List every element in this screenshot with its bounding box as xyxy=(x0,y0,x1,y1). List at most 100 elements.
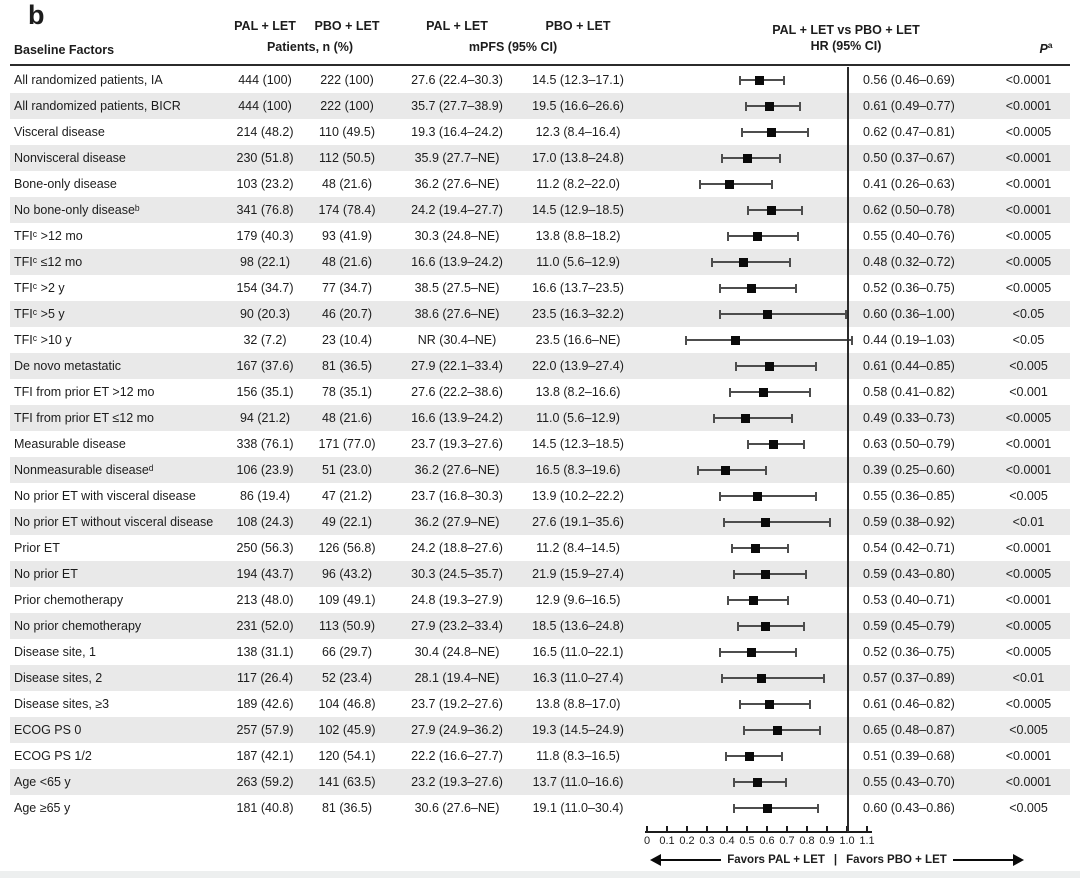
cell-pbo-n: 78 (35.1) xyxy=(321,385,373,399)
cell-hr-ci: 0.50 (0.37–0.67) xyxy=(863,151,955,165)
cell-pal-mpfs: 36.2 (27.9–NE) xyxy=(414,515,500,529)
axis-tick-label: 0.7 xyxy=(779,835,795,847)
table-row: TFIᶜ >10 y 32 (7.2) 23 (10.4) NR (30.4–N… xyxy=(10,327,1070,353)
ci-lower-cap xyxy=(697,465,699,475)
cell-hr-ci: 0.61 (0.46–0.82) xyxy=(863,697,955,711)
panel-label: b xyxy=(28,0,45,30)
cell-pbo-n: 48 (21.6) xyxy=(321,411,373,425)
ci-upper-cap xyxy=(789,257,791,267)
table-row: ECOG PS 1/2 187 (42.1) 120 (54.1) 22.2 (… xyxy=(10,743,1070,769)
cell-pbo-mpfs: 12.3 (8.4–16.4) xyxy=(535,125,621,139)
cell-p-value: <0.005 xyxy=(1009,359,1048,373)
hr-point-marker xyxy=(746,283,756,293)
cell-hr-ci: 0.49 (0.33–0.73) xyxy=(863,411,955,425)
cell-pal-n: 138 (31.1) xyxy=(236,645,294,659)
favors-legend: Favors PAL + LET | Favors PBO + LET xyxy=(650,852,1025,868)
confidence-interval-line xyxy=(735,365,817,367)
cell-p-value: <0.0001 xyxy=(1005,541,1052,555)
cell-pal-n: 194 (43.7) xyxy=(236,567,294,581)
arrow-left-icon xyxy=(650,854,661,866)
cell-hr-ci: 0.39 (0.25–0.60) xyxy=(863,463,955,477)
ci-lower-cap xyxy=(733,777,735,787)
cell-pal-mpfs: 36.2 (27.6–NE) xyxy=(414,463,500,477)
ci-plot-cell xyxy=(634,795,856,821)
cell-pal-n: 257 (57.9) xyxy=(236,723,294,737)
header-baseline-factors: Baseline Factors xyxy=(14,43,115,57)
ci-upper-cap xyxy=(787,543,789,553)
cell-pbo-mpfs: 16.5 (11.0–22.1) xyxy=(532,645,624,659)
cell-pbo-n: 171 (77.0) xyxy=(318,437,376,451)
cell-pal-n: 189 (42.6) xyxy=(236,697,294,711)
axis-tick-label: 0.5 xyxy=(739,835,755,847)
ci-plot-cell xyxy=(634,171,856,197)
cell-pbo-n: 110 (49.5) xyxy=(318,125,376,139)
cell-pal-mpfs: 24.2 (19.4–27.7) xyxy=(411,203,503,217)
ci-plot-cell xyxy=(634,483,856,509)
cell-pbo-n: 96 (43.2) xyxy=(321,567,373,581)
cell-pbo-mpfs: 27.6 (19.1–35.6) xyxy=(532,515,624,529)
cell-hr-ci: 0.63 (0.50–0.79) xyxy=(863,437,955,451)
axis-tick-label: 0.1 xyxy=(659,835,675,847)
ci-plot-cell xyxy=(634,145,856,171)
ci-upper-cap xyxy=(783,75,785,85)
cell-hr-ci: 0.60 (0.43–0.86) xyxy=(863,801,955,815)
ci-lower-cap xyxy=(721,153,723,163)
cell-pal-mpfs: 23.7 (19.2–27.6) xyxy=(411,697,503,711)
ci-lower-cap xyxy=(711,257,713,267)
hr-point-marker xyxy=(744,751,754,761)
cell-baseline-factor: De novo metastatic xyxy=(14,359,121,373)
table-row: No prior ET 194 (43.7) 96 (43.2) 30.3 (2… xyxy=(10,561,1070,587)
cell-baseline-factor: Bone-only disease xyxy=(14,177,117,191)
cell-baseline-factor: TFIᶜ >2 y xyxy=(14,281,65,295)
cell-pbo-mpfs: 13.8 (8.8–17.0) xyxy=(535,697,621,711)
ci-plot-cell xyxy=(634,119,856,145)
table-row: Bone-only disease 103 (23.2) 48 (21.6) 3… xyxy=(10,171,1070,197)
axis-tick xyxy=(806,826,808,831)
confidence-interval-line xyxy=(697,469,767,471)
cell-pal-n: 156 (35.1) xyxy=(236,385,294,399)
cell-pbo-mpfs: 18.5 (13.6–24.8) xyxy=(532,619,624,633)
ci-lower-cap xyxy=(719,283,721,293)
cell-pal-mpfs: 23.7 (19.3–27.6) xyxy=(411,437,503,451)
cell-p-value: <0.0001 xyxy=(1005,203,1052,217)
cell-pal-n: 106 (23.9) xyxy=(236,463,294,477)
ci-lower-cap xyxy=(739,699,741,709)
header-mpfs-subtitle: mPFS (95% CI) xyxy=(468,40,558,54)
cell-pbo-n: 109 (49.1) xyxy=(318,593,376,607)
cell-pbo-n: 174 (78.4) xyxy=(318,203,376,217)
cell-p-value: <0.0005 xyxy=(1005,281,1052,295)
ci-lower-cap xyxy=(737,621,739,631)
cell-pal-n: 231 (52.0) xyxy=(236,619,294,633)
cell-pbo-mpfs: 13.7 (11.0–16.6) xyxy=(532,775,624,789)
ci-plot-cell xyxy=(634,197,856,223)
ci-lower-cap xyxy=(719,491,721,501)
cell-p-value: <0.0001 xyxy=(1005,593,1052,607)
cell-pbo-mpfs: 19.3 (14.5–24.9) xyxy=(532,723,624,737)
cell-baseline-factor: TFIᶜ >12 mo xyxy=(14,229,83,243)
table-row: TFIᶜ ≤12 mo 98 (22.1) 48 (21.6) 16.6 (13… xyxy=(10,249,1070,275)
cell-hr-ci: 0.55 (0.43–0.70) xyxy=(863,775,955,789)
table-row: No prior chemotherapy 231 (52.0) 113 (50… xyxy=(10,613,1070,639)
ci-lower-cap xyxy=(719,647,721,657)
cell-pal-mpfs: 30.3 (24.8–NE) xyxy=(414,229,500,243)
bottom-edge-band xyxy=(0,871,1080,878)
ci-plot-cell xyxy=(634,405,856,431)
cell-hr-ci: 0.52 (0.36–0.75) xyxy=(863,281,955,295)
hr-point-marker xyxy=(746,647,756,657)
hr-point-marker xyxy=(762,803,772,813)
reference-line-hr-1 xyxy=(847,67,849,832)
cell-pal-n: 181 (40.8) xyxy=(236,801,294,815)
axis-tick xyxy=(706,826,708,831)
cell-baseline-factor: Age <65 y xyxy=(14,775,71,789)
hr-point-marker xyxy=(772,725,782,735)
cell-pbo-n: 77 (34.7) xyxy=(321,281,373,295)
ci-upper-cap xyxy=(801,205,803,215)
cell-pbo-mpfs: 11.2 (8.4–14.5) xyxy=(536,541,620,555)
cell-hr-ci: 0.44 (0.19–1.03) xyxy=(863,333,955,347)
cell-pbo-mpfs: 13.9 (10.2–22.2) xyxy=(532,489,624,503)
arrow-right-icon xyxy=(1013,854,1025,866)
cell-pal-n: 250 (56.3) xyxy=(236,541,294,555)
ci-upper-cap xyxy=(795,283,797,293)
cell-p-value: <0.05 xyxy=(1012,333,1045,347)
